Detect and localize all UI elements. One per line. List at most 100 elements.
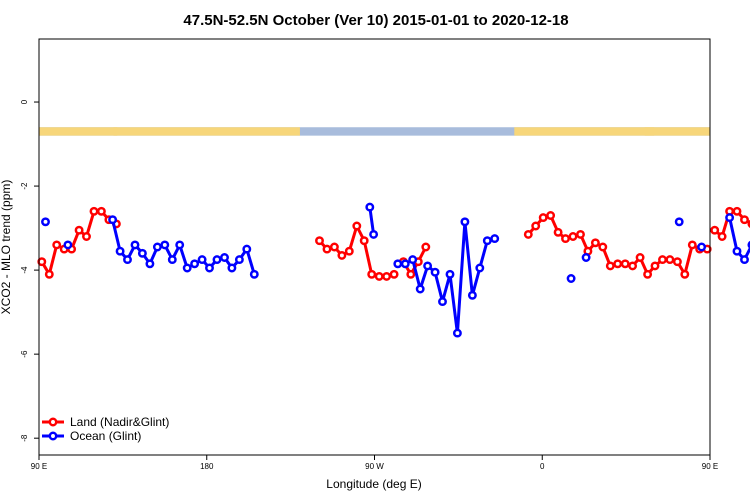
data-point (352, 221, 362, 231)
x-tick-label: 0 (540, 462, 545, 471)
data-point (190, 259, 200, 269)
x-tick-label: 90 E (702, 462, 718, 471)
x-tick-label: 180 (200, 462, 214, 471)
data-point (732, 206, 742, 216)
data-point (374, 271, 384, 281)
series-ocean (41, 202, 750, 338)
data-point (234, 255, 244, 265)
data-point (52, 240, 62, 250)
x-axis-ticks: 90 E 180 90 W 0 90 E (31, 455, 718, 471)
data-point (130, 240, 140, 250)
x-axis-label: Longitude (deg E) (326, 477, 421, 491)
data-point (344, 246, 354, 256)
legend-label: Land (Nadir&Glint) (70, 415, 169, 429)
data-point (400, 259, 410, 269)
data-point (635, 253, 645, 262)
y-tick-label: -6 (20, 350, 29, 358)
data-point (408, 255, 418, 265)
data-point (732, 246, 742, 256)
data-point (430, 267, 440, 277)
data-point (490, 234, 500, 244)
data-point (322, 244, 332, 254)
data-point (365, 202, 375, 212)
data-point (393, 259, 403, 269)
legend-marker (48, 431, 58, 441)
data-point (182, 263, 192, 273)
data-point (710, 225, 720, 235)
data-point (37, 257, 47, 267)
data-point (680, 269, 690, 279)
data-point (197, 255, 207, 265)
data-point (382, 271, 392, 281)
land-strip-segment-2 (514, 127, 655, 136)
data-point (674, 217, 684, 227)
data-point (475, 263, 485, 273)
data-point (561, 234, 570, 244)
data-point (643, 269, 653, 279)
data-point (421, 242, 431, 252)
data-point (44, 269, 54, 279)
data-point (568, 232, 578, 241)
y-axis-ticks: 0 -2 -4 -6 -8 (20, 99, 39, 442)
data-point (697, 242, 707, 252)
y-tick-label: 0 (20, 99, 29, 104)
data-point (137, 248, 147, 258)
data-point (115, 246, 125, 256)
data-point (74, 225, 84, 235)
data-point (315, 236, 324, 246)
data-point (605, 261, 615, 271)
data-point (167, 255, 177, 265)
data-point (445, 269, 455, 279)
data-point (337, 250, 347, 260)
data-point (406, 269, 416, 279)
data-point (242, 244, 252, 254)
data-point (523, 229, 533, 239)
data-point (96, 206, 106, 216)
data-point (546, 211, 556, 220)
land-strip-segment-1 (113, 127, 300, 136)
y-tick-label: -2 (20, 182, 29, 190)
data-point (628, 261, 638, 271)
data-point (359, 236, 369, 246)
data-point (160, 240, 170, 250)
data-point (438, 297, 447, 307)
y-axis-label: XCO2 - MLO trend (ppm) (0, 180, 13, 315)
data-point (82, 232, 91, 241)
data-point (658, 255, 667, 265)
legend-marker (48, 417, 58, 427)
land-strip-segment-3 (644, 127, 710, 136)
data-point (740, 255, 749, 265)
data-point (687, 240, 697, 250)
land-strip-segment-0 (39, 127, 118, 136)
data-point (423, 261, 433, 271)
data-point (725, 213, 735, 223)
data-point (581, 253, 591, 262)
data-point (89, 206, 99, 216)
data-point (740, 215, 749, 225)
ocean-strip (39, 127, 710, 136)
data-point (665, 255, 675, 265)
data-point (452, 328, 462, 338)
data-point (553, 227, 563, 237)
data-point (389, 269, 399, 279)
data-point (576, 229, 585, 239)
y-tick-label: -8 (20, 434, 29, 442)
plot-frame (38, 38, 711, 456)
data-point (613, 259, 623, 269)
data-point (369, 229, 379, 239)
data-point (672, 257, 682, 267)
data-point (531, 221, 541, 231)
data-point (482, 236, 492, 246)
data-point (460, 217, 470, 227)
data-point (212, 255, 222, 265)
data-point (620, 259, 630, 269)
data-point (152, 242, 162, 252)
data-point (220, 253, 229, 262)
data-point (717, 232, 727, 241)
data-point (108, 215, 118, 225)
series-layer (37, 202, 750, 338)
data-point (650, 261, 660, 271)
data-point (175, 240, 185, 250)
series-line-segment (368, 206, 376, 235)
